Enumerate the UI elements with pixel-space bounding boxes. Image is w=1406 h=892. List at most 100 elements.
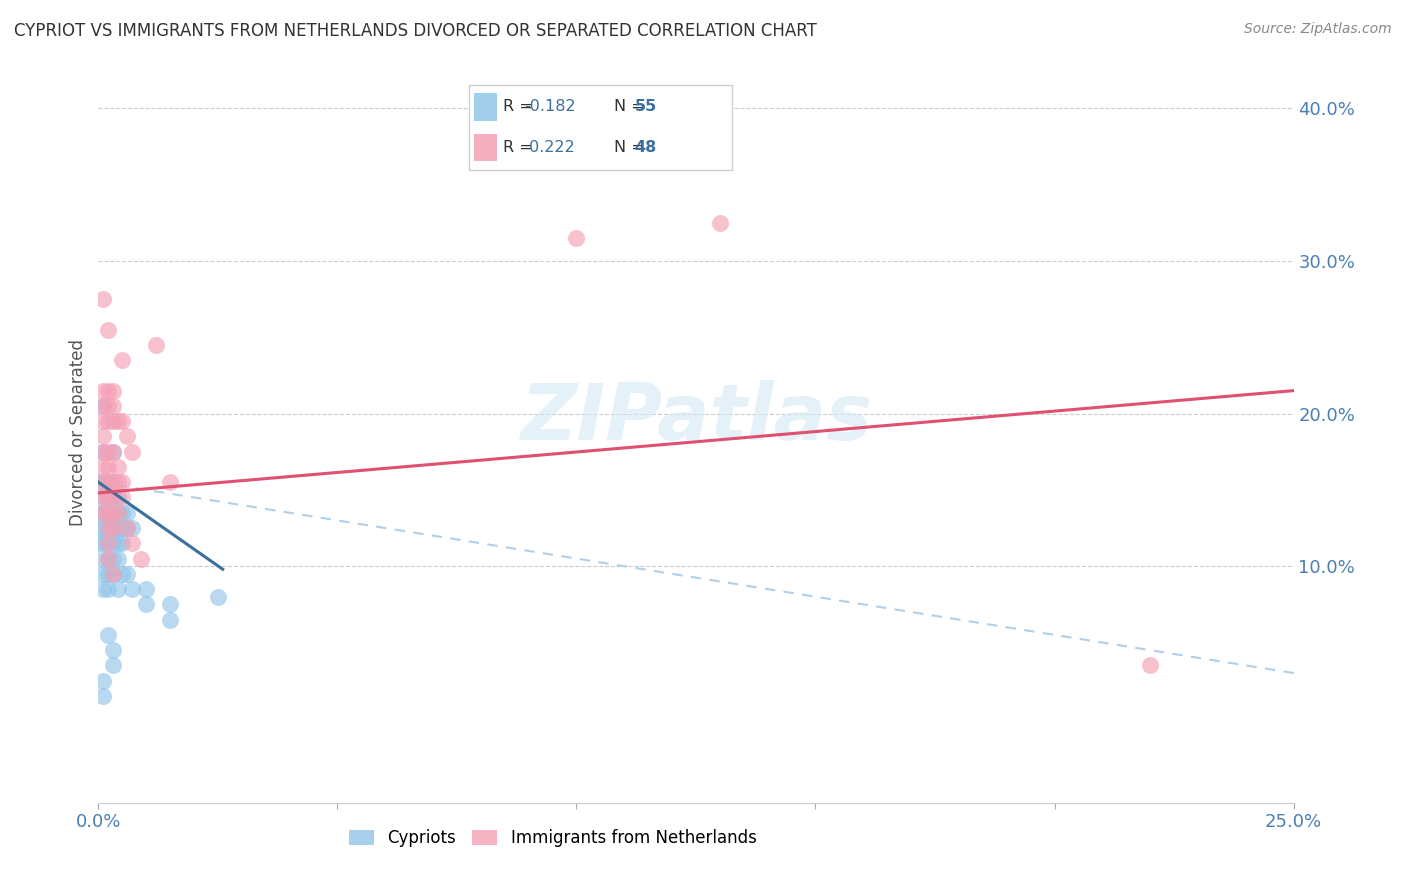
Point xyxy=(97,444,120,458)
Point xyxy=(97,521,120,535)
Point xyxy=(121,521,143,535)
Point xyxy=(97,414,120,428)
Point xyxy=(91,673,114,688)
Point xyxy=(101,521,124,535)
Point xyxy=(91,506,114,520)
Point xyxy=(97,551,120,566)
Y-axis label: Divorced or Separated: Divorced or Separated xyxy=(69,339,87,526)
Point xyxy=(91,384,114,398)
Point xyxy=(97,491,120,505)
Point xyxy=(111,475,134,490)
Point xyxy=(101,566,124,581)
Point xyxy=(101,506,124,520)
Point xyxy=(135,582,157,596)
Point xyxy=(135,598,157,612)
Point xyxy=(101,414,124,428)
Point xyxy=(91,414,114,428)
Point xyxy=(115,506,138,520)
Point xyxy=(131,551,153,566)
Point xyxy=(97,536,120,550)
Point xyxy=(145,338,167,352)
Point xyxy=(101,643,124,657)
Point xyxy=(101,444,124,458)
Point xyxy=(97,582,120,596)
Point xyxy=(101,399,124,413)
Point xyxy=(91,566,114,581)
Point xyxy=(101,491,124,505)
Point xyxy=(97,551,120,566)
Point xyxy=(107,506,129,520)
Point xyxy=(107,582,129,596)
Point xyxy=(97,521,120,535)
Point xyxy=(107,460,129,475)
Point xyxy=(97,475,120,490)
Point xyxy=(101,506,124,520)
Point xyxy=(97,384,120,398)
Point xyxy=(97,491,120,505)
Point xyxy=(91,444,114,458)
Point xyxy=(91,399,114,413)
Point xyxy=(97,506,120,520)
Point xyxy=(1139,658,1161,673)
Point xyxy=(159,613,181,627)
Point xyxy=(91,444,114,458)
Point xyxy=(121,582,143,596)
Point xyxy=(101,475,124,490)
Point xyxy=(107,414,129,428)
Point xyxy=(107,551,129,566)
Point xyxy=(101,536,124,550)
Point xyxy=(101,384,124,398)
Point xyxy=(107,475,129,490)
Point xyxy=(91,689,114,703)
Point xyxy=(207,590,229,604)
Legend: Cypriots, Immigrants from Netherlands: Cypriots, Immigrants from Netherlands xyxy=(342,822,763,854)
Point xyxy=(91,399,114,413)
Point xyxy=(159,598,181,612)
Point xyxy=(115,566,138,581)
Point xyxy=(97,322,120,336)
Point xyxy=(91,491,114,505)
Point xyxy=(107,536,129,550)
Point xyxy=(91,475,114,490)
Point xyxy=(87,506,110,520)
Point xyxy=(115,521,138,535)
Point xyxy=(91,292,114,306)
Point xyxy=(121,444,143,458)
Text: CYPRIOT VS IMMIGRANTS FROM NETHERLANDS DIVORCED OR SEPARATED CORRELATION CHART: CYPRIOT VS IMMIGRANTS FROM NETHERLANDS D… xyxy=(14,22,817,40)
Text: Source: ZipAtlas.com: Source: ZipAtlas.com xyxy=(1244,22,1392,37)
Point xyxy=(709,216,731,230)
Point xyxy=(91,460,114,475)
Point xyxy=(91,536,114,550)
Point xyxy=(91,429,114,443)
Point xyxy=(97,460,120,475)
Point xyxy=(97,475,120,490)
Point xyxy=(111,521,134,535)
Point xyxy=(97,628,120,642)
Point xyxy=(87,521,110,535)
Point xyxy=(111,506,134,520)
Point xyxy=(101,521,124,535)
Point xyxy=(97,536,120,550)
Point xyxy=(111,536,134,550)
Point xyxy=(107,521,129,535)
Point xyxy=(101,551,124,566)
Point xyxy=(111,566,134,581)
Point xyxy=(87,475,110,490)
Point xyxy=(87,536,110,550)
Point xyxy=(91,521,114,535)
Point xyxy=(115,429,138,443)
Point xyxy=(111,414,134,428)
Point xyxy=(91,491,114,505)
Point xyxy=(111,491,134,505)
Point xyxy=(101,475,124,490)
Point xyxy=(111,353,134,368)
Point xyxy=(159,475,181,490)
Point xyxy=(107,491,129,505)
Text: ZIPatlas: ZIPatlas xyxy=(520,380,872,456)
Point xyxy=(91,475,114,490)
Point xyxy=(91,582,114,596)
Point xyxy=(91,506,114,520)
Point xyxy=(115,521,138,535)
Point xyxy=(121,536,143,550)
Point xyxy=(97,506,120,520)
